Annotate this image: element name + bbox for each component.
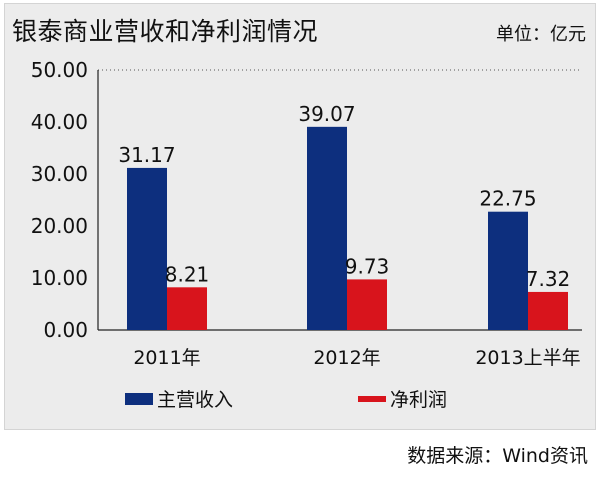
chart-title: 银泰商业营收和净利润情况 <box>12 17 319 46</box>
y-tick-label: 0.00 <box>43 318 88 342</box>
legend-label: 净利润 <box>390 389 447 411</box>
x-category-label: 2012年 <box>313 347 380 369</box>
y-tick-label: 30.00 <box>31 162 88 186</box>
bar <box>167 287 207 330</box>
bar <box>488 211 528 330</box>
bar <box>307 126 347 330</box>
bar <box>528 291 568 330</box>
bar <box>127 167 167 330</box>
x-category-label: 2011年 <box>133 347 200 369</box>
bar-value-label: 9.73 <box>345 254 390 278</box>
y-tick-label: 20.00 <box>31 214 88 238</box>
bars-group: 31.17 39.07 22.75 8.21 9.73 7.32 <box>118 102 570 330</box>
bar-value-label: 22.75 <box>479 187 536 211</box>
y-tick-label: 40.00 <box>31 110 88 134</box>
source-note: 数据来源：Wind资讯 <box>407 445 588 467</box>
x-category-label: 2013上半年 <box>475 347 580 369</box>
bar-chart: 0.00 10.00 20.00 30.00 40.00 50.00 31.17 39.07… <box>31 58 582 411</box>
bar-value-label: 31.17 <box>118 143 175 167</box>
bar-value-label: 8.21 <box>165 262 210 286</box>
legend-swatch <box>358 396 386 402</box>
legend-label: 主营收入 <box>157 389 233 411</box>
legend: 主营收入 净利润 <box>125 389 447 411</box>
legend-swatch <box>125 393 153 405</box>
y-tick-label: 50.00 <box>31 58 88 82</box>
bar-value-label: 39.07 <box>298 102 355 126</box>
bar-value-label: 7.32 <box>526 267 571 291</box>
unit-label: 单位：亿元 <box>496 24 586 45</box>
y-tick-label: 10.00 <box>31 266 88 290</box>
bar <box>347 279 387 330</box>
x-axis: 2011年 2012年 2013上半年 <box>133 347 580 369</box>
